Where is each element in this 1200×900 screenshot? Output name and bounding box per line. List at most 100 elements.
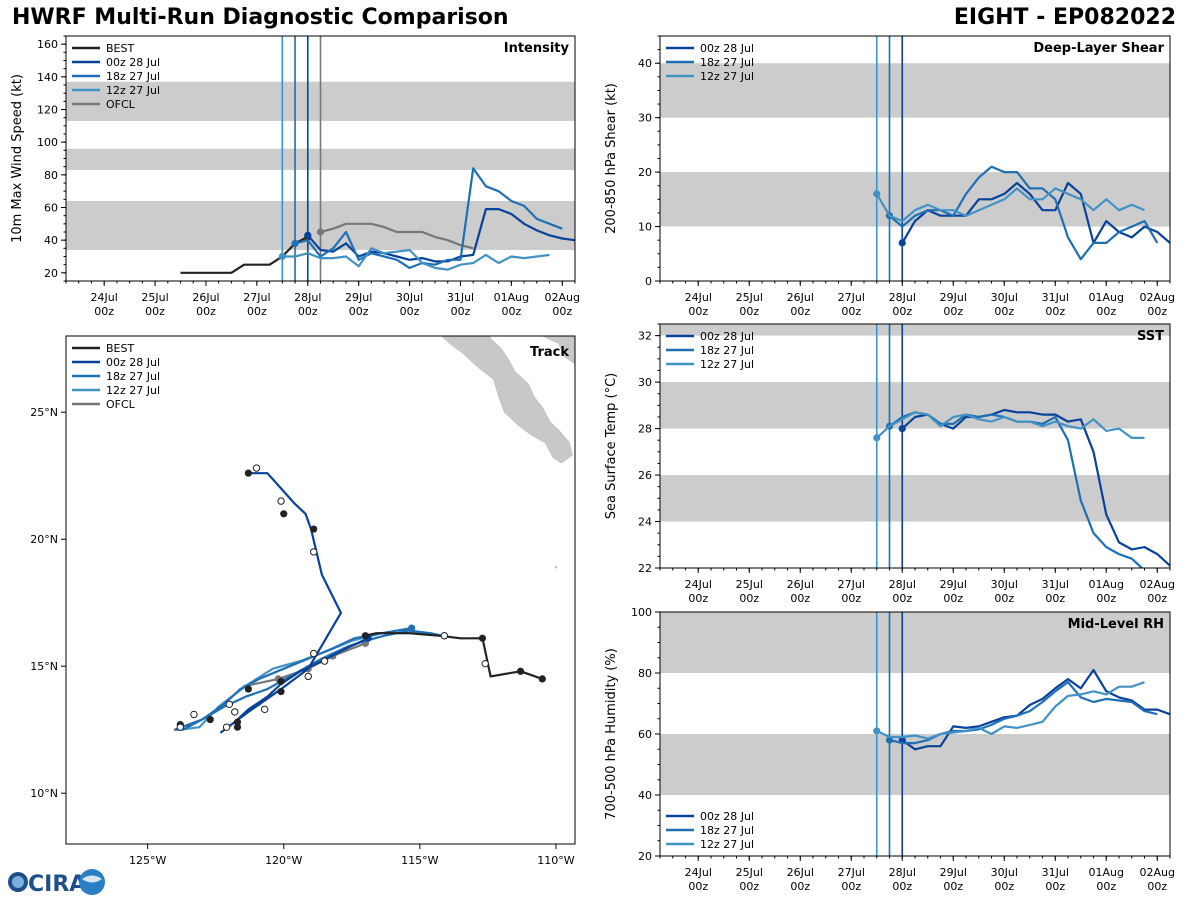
rh-xtick-hour: 00z (1045, 880, 1065, 893)
shear-xtick-hour: 00z (943, 305, 963, 318)
shear-legend-label: 12z 27 Jul (700, 70, 754, 83)
intensity-xtick-hour: 00z (451, 305, 471, 318)
rh-xtick-hour: 00z (1147, 880, 1167, 893)
sst-ytick-label: 26 (638, 469, 652, 482)
shear-title: Deep-Layer Shear (1033, 41, 1164, 56)
sst-line-00z-28-Jul (901, 408, 1170, 567)
rh-ytick-label: 100 (631, 606, 652, 619)
intensity-xtick-hour: 00z (552, 305, 572, 318)
shear-xtick-hour: 00z (1096, 305, 1116, 318)
track-daily-marker (277, 688, 285, 696)
track-position-marker (478, 634, 487, 642)
shear-ytick-label: 10 (638, 221, 652, 234)
track-ytick-label: 25°N (30, 406, 58, 419)
sst-ytick-label: 32 (638, 330, 652, 343)
intensity-series-group (180, 167, 575, 274)
intensity-xtick-hour: 00z (400, 305, 420, 318)
intensity-init-point-1 (316, 228, 325, 236)
track-daily-marker (280, 510, 288, 518)
intensity-line-12z-27-Jul (282, 247, 550, 271)
intensity-ytick-label: 60 (44, 202, 58, 215)
shear-xtick-date: 24Jul (685, 291, 712, 304)
sst-init-point-2 (873, 434, 881, 442)
intensity-ytick-label: 160 (37, 38, 58, 51)
track-xtick-label: 115°W (401, 854, 438, 867)
track-12h-marker (231, 708, 239, 716)
rh-ytick-label: 80 (638, 667, 652, 680)
rh-xtick-hour: 00z (892, 880, 912, 893)
shear-xtick-date: 31Jul (1042, 291, 1069, 304)
intensity-line-18z-27-Jul (294, 167, 563, 269)
intensity-ytick-label: 20 (44, 267, 58, 280)
intensity-ytick-label: 40 (44, 234, 58, 247)
intensity-xtick-date: 30Jul (396, 291, 423, 304)
intensity-xtick-date: 01Aug (494, 291, 529, 304)
track-12h-marker (261, 705, 269, 714)
track-frame (65, 335, 576, 845)
rh-panel: 2040608010024Jul00z25Jul00z26Jul00z27Jul… (604, 606, 1175, 893)
rh-xtick-date: 01Aug (1089, 866, 1124, 879)
rh-init-point-1 (885, 736, 894, 744)
logo-swirl-icon (82, 875, 102, 883)
shear-init-point-2 (873, 190, 881, 198)
sst-series-group (873, 408, 1170, 568)
intensity-init-point-2 (304, 231, 312, 239)
intensity-init-point-4 (278, 252, 286, 261)
rh-legend-label: 00z 28 Jul (700, 810, 754, 823)
intensity-xtick-date: 26Jul (192, 291, 219, 304)
rh-xtick-hour: 00z (739, 880, 759, 893)
track-daily-marker (310, 525, 318, 533)
cira-logo: CIRA (8, 869, 105, 897)
rh-init-point-2 (873, 727, 881, 735)
rh-xtick-hour: 00z (841, 880, 861, 893)
track-ytick-label: 20°N (30, 533, 58, 546)
sst-ytick-label: 22 (638, 562, 652, 575)
shear-xtick-hour: 00z (688, 305, 708, 318)
intensity-xtick-hour: 00z (145, 305, 165, 318)
sst-xtick-hour: 00z (1045, 592, 1065, 605)
mainland-land (541, 336, 575, 365)
sst-legend-label: 18z 27 Jul (700, 344, 754, 357)
sst-xtick-date: 29Jul (940, 578, 967, 591)
storm-id: EIGHT - EP082022 (953, 5, 1176, 30)
track-12h-marker (309, 548, 318, 556)
intensity-xtick-hour: 00z (349, 305, 369, 318)
shear-xtick-hour: 00z (790, 305, 810, 318)
intensity-xtick-hour: 00z (94, 305, 114, 318)
intensity-xtick-hour: 00z (196, 305, 216, 318)
baja-land (441, 336, 573, 464)
intensity-xtick-date: 02Aug (545, 291, 580, 304)
intensity-ylabel: 10m Max Wind Speed (kt) (10, 74, 25, 243)
sst-xtick-hour: 00z (1147, 592, 1167, 605)
sst-init-point-0 (898, 424, 906, 433)
track-ytick-label: 15°N (30, 660, 58, 673)
shear-xtick-hour: 00z (739, 305, 759, 318)
shear-line-12z-27-Jul (875, 187, 1145, 223)
rh-ylabel: 700-500 hPa Humidity (%) (604, 648, 619, 820)
rh-xtick-date: 02Aug (1140, 866, 1175, 879)
sst-xtick-hour: 00z (841, 592, 861, 605)
sst-xtick-date: 28Jul (889, 578, 916, 591)
shear-xtick-date: 27Jul (838, 291, 865, 304)
rh-xtick-date: 31Jul (1042, 866, 1069, 879)
track-ytick-label: 10°N (30, 787, 58, 800)
intensity-xtick-date: 24Jul (91, 291, 118, 304)
rh-xtick-date: 29Jul (940, 866, 967, 879)
shear-panel: 01020304024Jul00z25Jul00z26Jul00z27Jul00… (604, 35, 1175, 318)
shear-xtick-date: 26Jul (787, 291, 814, 304)
sst-ylabel: Sea Surface Temp (°C) (604, 373, 619, 520)
track-position-marker (516, 667, 525, 675)
sst-line-12z-27-Jul (876, 411, 1145, 439)
intensity-ytick-label: 140 (37, 71, 58, 84)
rh-xtick-date: 25Jul (736, 866, 763, 879)
rh-band-1 (660, 612, 1170, 673)
track-12h-marker (277, 497, 285, 505)
sst-band-2 (660, 324, 1170, 336)
rh-series-group (873, 668, 1170, 751)
track-daily-marker (233, 718, 242, 726)
track-xtick-label: 125°W (129, 854, 166, 867)
intensity-xtick-hour: 00z (247, 305, 267, 318)
sst-xtick-hour: 00z (739, 592, 759, 605)
